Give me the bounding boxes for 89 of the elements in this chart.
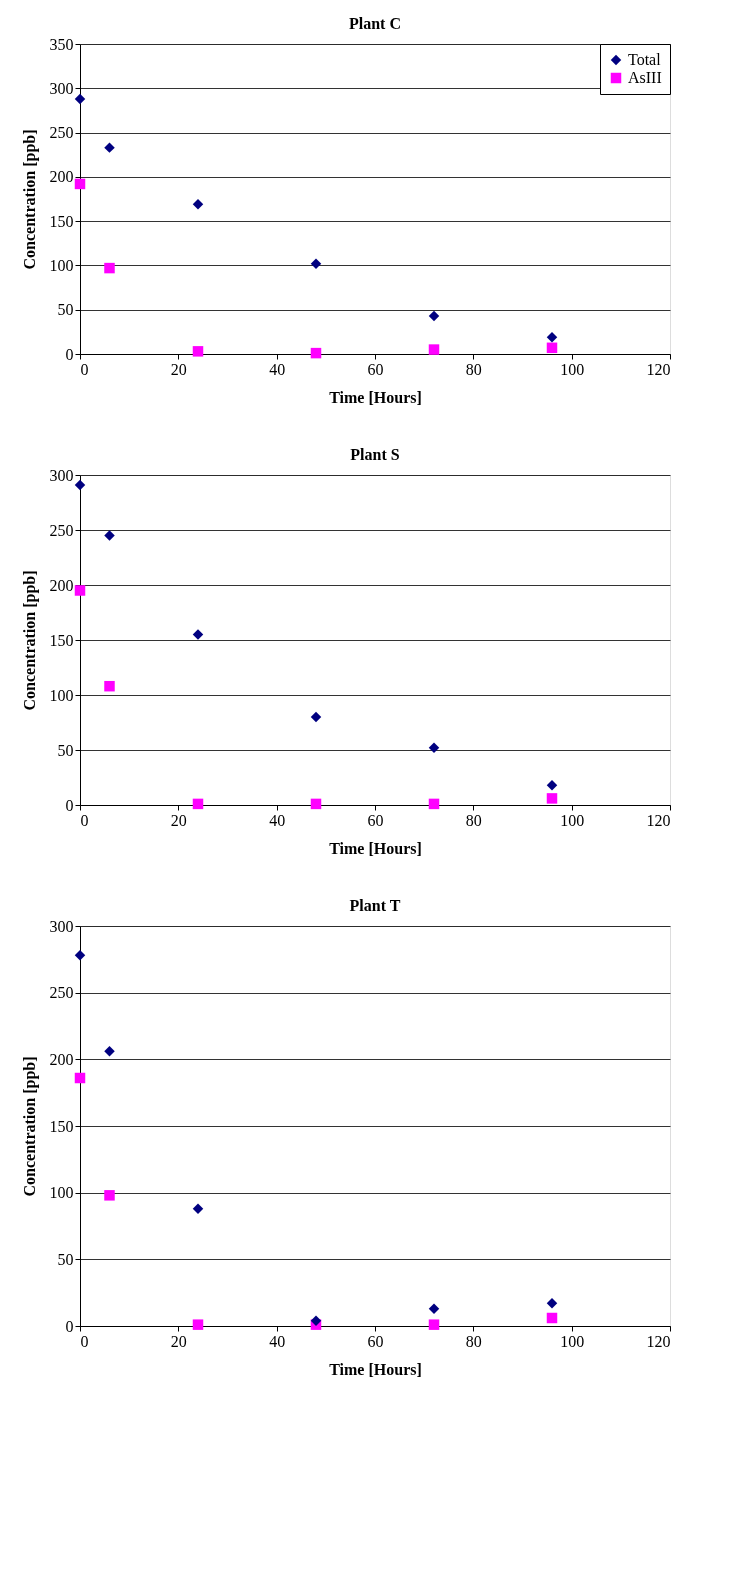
point: [546, 342, 558, 354]
y-tick-label: 100: [49, 256, 74, 274]
x-tick-label: 20: [170, 811, 187, 829]
point: [192, 798, 204, 810]
point: [104, 680, 115, 692]
x-axis-title: Time [Hours]: [329, 388, 422, 406]
point: [192, 629, 204, 640]
y-tick-label: 50: [57, 741, 74, 759]
point: [74, 479, 86, 491]
point: [428, 742, 440, 754]
x-tick-label: 60: [367, 1332, 384, 1350]
y-tick-label: 100: [49, 686, 74, 704]
x-axis-title: Time [Hours]: [329, 1360, 422, 1378]
x-tick-label: 20: [170, 1332, 187, 1350]
y-tick-label: 300: [49, 79, 74, 97]
point: [104, 262, 115, 274]
chart-title: Plant C: [349, 15, 401, 32]
x-tick-label: 40: [269, 360, 286, 378]
y-tick-label: 50: [57, 301, 74, 319]
x-tick-label: 60: [367, 811, 384, 829]
point: [104, 1190, 115, 1201]
y-tick-label: 250: [49, 521, 74, 539]
y-tick-label: 0: [65, 1317, 74, 1335]
point: [546, 1298, 558, 1309]
point: [74, 1072, 86, 1084]
x-tick-label: 0: [80, 360, 89, 378]
point: [546, 331, 558, 343]
point: [546, 779, 558, 791]
point: [310, 798, 322, 810]
point: [428, 1303, 440, 1314]
point: [104, 530, 115, 541]
x-tick-label: 80: [465, 1332, 482, 1350]
x-tick-label: 40: [269, 811, 286, 829]
point: [310, 1315, 322, 1326]
point: [192, 1319, 204, 1330]
y-tick-label: 100: [49, 1184, 74, 1202]
y-tick-label: 150: [49, 631, 74, 649]
y-tick-label: 250: [49, 124, 74, 142]
point: [428, 310, 440, 322]
x-tick-label: 0: [80, 811, 89, 829]
y-tick-label: 200: [49, 168, 74, 186]
y-tick-label: 300: [49, 466, 74, 484]
chart-title: Plant T: [349, 897, 401, 914]
point: [428, 798, 440, 810]
y-tick-label: 350: [49, 35, 74, 53]
y-tick-label: 200: [49, 576, 74, 594]
x-tick-label: 60: [367, 360, 384, 378]
x-tick-label: 120: [646, 360, 671, 378]
x-axis-title: Time [Hours]: [329, 839, 422, 857]
legend-label: AsIII: [628, 69, 662, 86]
point: [104, 1046, 115, 1057]
point: [192, 1203, 204, 1214]
x-tick-label: 40: [269, 1332, 286, 1350]
point: [546, 793, 558, 804]
point: [310, 347, 322, 359]
x-tick-label: 20: [170, 360, 187, 378]
y-tick-label: 250: [49, 984, 74, 1002]
x-tick-label: 100: [560, 360, 585, 378]
chart-title: Plant S: [350, 446, 400, 463]
y-tick-label: 300: [49, 917, 74, 935]
y-axis-title: Concentration [ppb]: [20, 129, 39, 270]
point: [74, 950, 86, 961]
y-tick-label: 0: [65, 796, 74, 814]
point: [192, 346, 204, 357]
x-tick-label: 80: [465, 360, 482, 378]
point: [192, 199, 204, 210]
x-tick-label: 100: [560, 811, 585, 829]
x-tick-label: 120: [646, 811, 671, 829]
point: [310, 258, 322, 269]
point: [74, 93, 86, 105]
legend-label: Total: [628, 51, 662, 68]
point: [310, 711, 322, 723]
point: [104, 142, 115, 153]
y-axis-title: Concentration [ppb]: [20, 1056, 39, 1197]
point: [74, 178, 86, 190]
x-tick-label: 0: [80, 1332, 89, 1350]
point: [74, 585, 86, 596]
y-tick-label: 150: [49, 1117, 74, 1135]
y-tick-label: 150: [49, 212, 74, 230]
x-tick-label: 100: [560, 1332, 585, 1350]
y-tick-label: 200: [49, 1050, 74, 1068]
y-axis-title: Concentration [ppb]: [20, 570, 39, 711]
y-tick-label: 50: [57, 1250, 74, 1268]
point: [428, 1319, 440, 1330]
x-tick-label: 120: [646, 1332, 671, 1350]
x-tick-label: 80: [465, 811, 482, 829]
point: [546, 1312, 558, 1324]
point: [428, 344, 440, 355]
y-tick-label: 0: [65, 345, 74, 363]
